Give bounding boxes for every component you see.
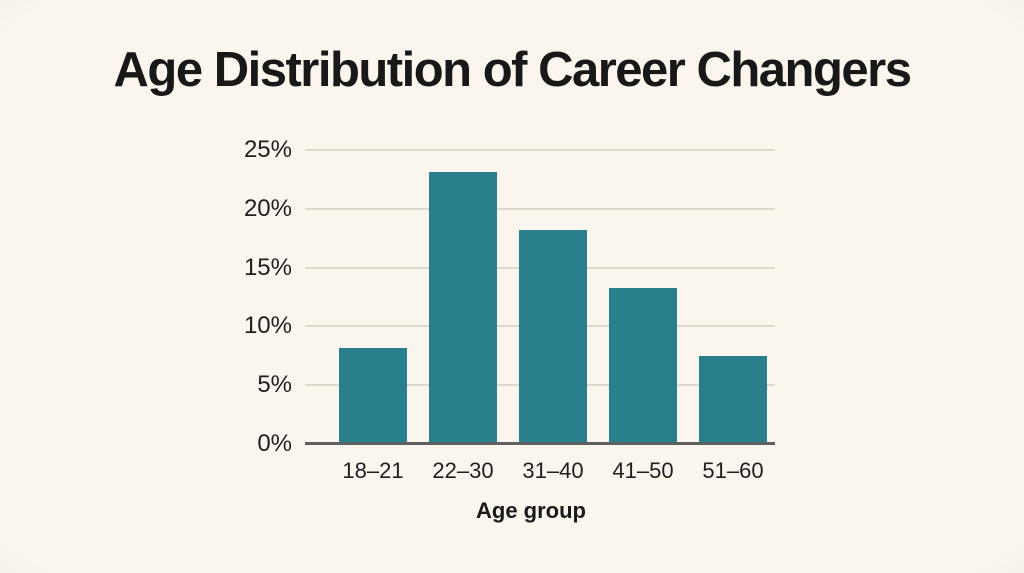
y-tick-label: 0%: [257, 430, 292, 457]
bar-22–30: [429, 172, 497, 444]
bar-18–21: [339, 347, 407, 444]
bar-31–40: [519, 229, 587, 444]
y-tick-label: 25%: [243, 136, 292, 163]
x-tick-label: 18–21: [342, 458, 404, 483]
x-axis-tick-labels: 18–21 22–30 31–40 41–50 51–60: [305, 444, 775, 488]
y-tick-label: 15%: [243, 253, 292, 281]
x-tick-label: 22–30: [432, 458, 494, 483]
y-tick-label: 10%: [243, 312, 292, 340]
bar-51–60: [699, 355, 767, 444]
gridline: [305, 149, 775, 151]
y-axis-tick-labels: 0% 5% 10% 15% 20% 25%: [190, 136, 298, 457]
y-tick-label: 20%: [243, 194, 292, 222]
bar-41–50: [609, 287, 677, 444]
gridline: [305, 207, 775, 210]
x-axis-title: Age group: [476, 498, 586, 523]
x-tick-label: 31–40: [522, 458, 584, 483]
x-tick-label: 51–60: [702, 458, 764, 483]
chart-title: Age Distribution of Career Changers: [113, 43, 912, 97]
x-axis-line: [305, 442, 775, 445]
plot-area: [305, 149, 775, 445]
x-tick-label: 41–50: [612, 458, 674, 483]
y-tick-label: 5%: [257, 371, 292, 399]
